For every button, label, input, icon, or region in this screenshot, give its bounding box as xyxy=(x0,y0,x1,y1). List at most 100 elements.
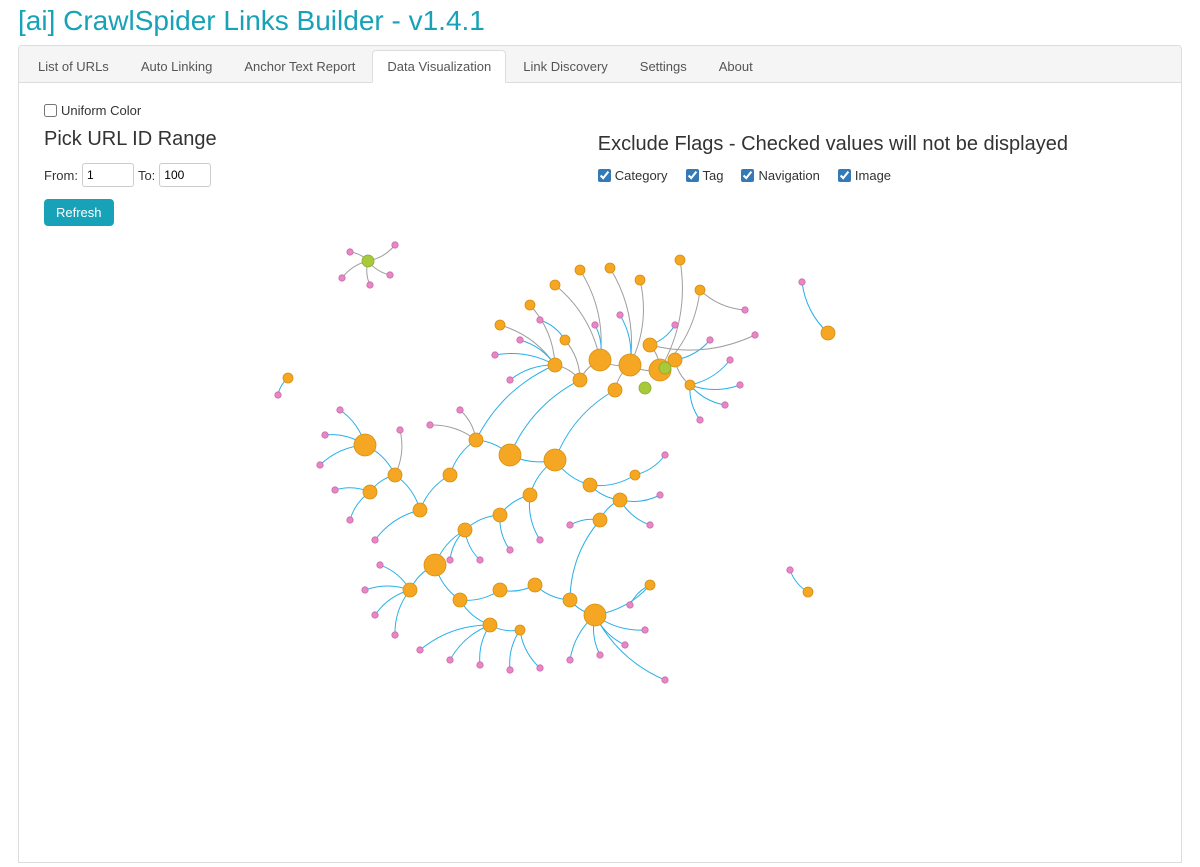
graph-node[interactable] xyxy=(447,657,453,663)
graph-node[interactable] xyxy=(544,449,566,471)
graph-node[interactable] xyxy=(443,468,457,482)
graph-node[interactable] xyxy=(787,567,793,573)
graph-node[interactable] xyxy=(563,593,577,607)
graph-node[interactable] xyxy=(742,307,748,313)
graph-node[interactable] xyxy=(354,434,376,456)
tab-auto-linking[interactable]: Auto Linking xyxy=(126,50,228,83)
graph-node[interactable] xyxy=(507,377,513,383)
graph-node[interactable] xyxy=(567,522,573,528)
graph-node[interactable] xyxy=(413,503,427,517)
refresh-button[interactable]: Refresh xyxy=(44,199,114,226)
graph-node[interactable] xyxy=(525,300,535,310)
graph-node[interactable] xyxy=(362,587,368,593)
graph-node[interactable] xyxy=(363,485,377,499)
graph-node[interactable] xyxy=(523,488,537,502)
graph-node[interactable] xyxy=(447,557,453,563)
graph-node[interactable] xyxy=(492,352,498,358)
graph-node[interactable] xyxy=(803,587,813,597)
graph-node[interactable] xyxy=(332,487,338,493)
graph-node[interactable] xyxy=(575,265,585,275)
tab-data-visualization[interactable]: Data Visualization xyxy=(372,50,506,83)
graph-node[interactable] xyxy=(367,282,373,288)
graph-node[interactable] xyxy=(737,382,743,388)
graph-node[interactable] xyxy=(642,627,648,633)
graph-node[interactable] xyxy=(593,513,607,527)
graph-node[interactable] xyxy=(283,373,293,383)
graph-node[interactable] xyxy=(339,275,345,281)
tab-link-discovery[interactable]: Link Discovery xyxy=(508,50,623,83)
graph-node[interactable] xyxy=(387,272,393,278)
graph-node[interactable] xyxy=(573,373,587,387)
graph-node[interactable] xyxy=(635,275,645,285)
exclude-flag-input-category[interactable] xyxy=(598,169,611,182)
graph-node[interactable] xyxy=(469,433,483,447)
graph-node[interactable] xyxy=(372,612,378,618)
graph-node[interactable] xyxy=(493,508,507,522)
graph-node[interactable] xyxy=(493,583,507,597)
graph-node[interactable] xyxy=(372,537,378,543)
graph-node[interactable] xyxy=(548,358,562,372)
graph-node[interactable] xyxy=(275,392,281,398)
graph-node[interactable] xyxy=(483,618,497,632)
graph-node[interactable] xyxy=(347,517,353,523)
graph-node[interactable] xyxy=(507,667,513,673)
graph-node[interactable] xyxy=(697,417,703,423)
graph-node[interactable] xyxy=(427,422,433,428)
graph-node[interactable] xyxy=(388,468,402,482)
graph-node[interactable] xyxy=(458,523,472,537)
graph-node[interactable] xyxy=(627,602,633,608)
graph-node[interactable] xyxy=(659,362,671,374)
graph-node[interactable] xyxy=(477,662,483,668)
graph-node[interactable] xyxy=(362,255,374,267)
graph-node[interactable] xyxy=(589,349,611,371)
tab-anchor-text-report[interactable]: Anchor Text Report xyxy=(229,50,370,83)
to-input[interactable] xyxy=(159,163,211,187)
graph-node[interactable] xyxy=(347,249,353,255)
graph-node[interactable] xyxy=(617,312,623,318)
graph-node[interactable] xyxy=(567,657,573,663)
exclude-flag-input-tag[interactable] xyxy=(686,169,699,182)
graph-node[interactable] xyxy=(643,338,657,352)
graph-node[interactable] xyxy=(528,578,542,592)
graph-node[interactable] xyxy=(537,317,543,323)
graph-node[interactable] xyxy=(657,492,663,498)
graph-node[interactable] xyxy=(613,493,627,507)
exclude-flag-navigation[interactable]: Navigation xyxy=(741,168,819,183)
graph-node[interactable] xyxy=(317,462,323,468)
exclude-flag-category[interactable]: Category xyxy=(598,168,668,183)
graph-node[interactable] xyxy=(645,580,655,590)
graph-node[interactable] xyxy=(605,263,615,273)
graph-node[interactable] xyxy=(821,326,835,340)
graph-node[interactable] xyxy=(695,285,705,295)
tab-list-of-urls[interactable]: List of URLs xyxy=(23,50,124,83)
graph-node[interactable] xyxy=(322,432,328,438)
graph-node[interactable] xyxy=(592,322,598,328)
graph-node[interactable] xyxy=(457,407,463,413)
graph-node[interactable] xyxy=(584,604,606,626)
exclude-flag-input-image[interactable] xyxy=(838,169,851,182)
graph-node[interactable] xyxy=(537,537,543,543)
graph-node[interactable] xyxy=(639,382,651,394)
from-input[interactable] xyxy=(82,163,134,187)
graph-node[interactable] xyxy=(403,583,417,597)
graph-node[interactable] xyxy=(622,642,628,648)
graph-node[interactable] xyxy=(722,402,728,408)
graph-node[interactable] xyxy=(608,383,622,397)
graph-node[interactable] xyxy=(560,335,570,345)
graph-node[interactable] xyxy=(337,407,343,413)
graph-node[interactable] xyxy=(672,322,678,328)
graph-node[interactable] xyxy=(727,357,733,363)
tab-settings[interactable]: Settings xyxy=(625,50,702,83)
graph-node[interactable] xyxy=(377,562,383,568)
network-svg[interactable] xyxy=(44,230,1156,750)
graph-node[interactable] xyxy=(495,320,505,330)
graph-node[interactable] xyxy=(537,665,543,671)
graph-node[interactable] xyxy=(392,242,398,248)
graph-node[interactable] xyxy=(707,337,713,343)
graph-node[interactable] xyxy=(583,478,597,492)
uniform-color-input[interactable] xyxy=(44,104,57,117)
graph-node[interactable] xyxy=(550,280,560,290)
graph-node[interactable] xyxy=(517,337,523,343)
graph-node[interactable] xyxy=(675,255,685,265)
tab-about[interactable]: About xyxy=(704,50,768,83)
